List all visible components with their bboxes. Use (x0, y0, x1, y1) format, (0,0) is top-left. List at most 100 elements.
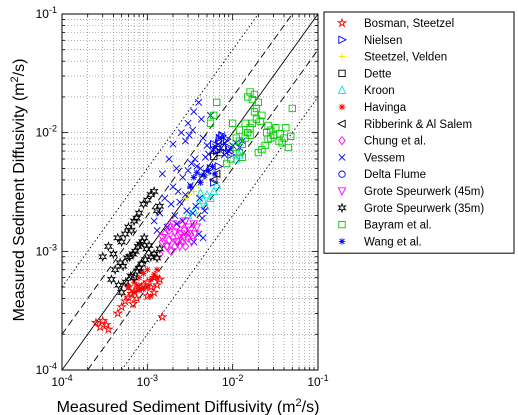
data-point (264, 135, 272, 143)
data-point (211, 170, 219, 178)
data-point (187, 238, 196, 247)
data-point (150, 217, 158, 225)
data-point (191, 155, 199, 163)
data-point (142, 276, 153, 287)
data-point (183, 210, 193, 220)
data-point (116, 301, 127, 312)
x-tick-labels: 10-4 10-3 10-2 10-1 (51, 373, 328, 389)
data-point (132, 212, 142, 224)
legend-entry: Ribberink & Al Salem (336, 119, 472, 131)
y-tick-label: 10-4 (36, 361, 57, 377)
data-point (183, 207, 191, 215)
reference-line-dotted (61, 13, 259, 288)
data-point (140, 254, 151, 266)
data-point (197, 115, 205, 123)
legend-entry: Vessem (338, 152, 405, 164)
data-point (198, 214, 206, 222)
legend-label: Havinga (364, 102, 407, 114)
legend-marker (338, 170, 346, 178)
legend-label: Delta Flume (364, 169, 426, 181)
data-point (144, 266, 151, 273)
data-point (132, 265, 142, 277)
legend-label: Chung et al. (364, 136, 426, 148)
data-point (167, 200, 175, 208)
data-point (278, 139, 286, 147)
data-point (176, 229, 184, 239)
legend-marker (338, 135, 346, 146)
data-point (108, 248, 119, 260)
data-point (189, 220, 199, 229)
data-point (256, 117, 264, 125)
data-point (149, 186, 159, 197)
axes-box (61, 13, 319, 371)
data-point (134, 207, 144, 219)
y-tick-label: 10-3 (36, 242, 57, 258)
data-point (138, 268, 145, 275)
data-point (94, 321, 106, 332)
data-point (90, 317, 102, 328)
data-point (246, 124, 254, 132)
data-point (204, 150, 212, 158)
data-point (158, 237, 167, 247)
y-tick-label: 10-1 (36, 5, 57, 21)
data-point (181, 241, 190, 252)
series-12 (206, 88, 296, 168)
tick-marks (61, 13, 319, 371)
data-point (168, 220, 178, 229)
data-point (165, 235, 173, 245)
data-point (185, 131, 193, 139)
legend-entry: Kroon (337, 85, 395, 97)
series-9 (214, 137, 228, 152)
legend-label: Kroon (364, 85, 395, 97)
data-point (117, 236, 127, 248)
data-point (150, 271, 158, 278)
y-tick-labels: 10-4 10-3 10-2 10-1 (36, 5, 57, 377)
data-point (248, 119, 256, 127)
legend-marker (338, 35, 348, 45)
data-point (184, 166, 192, 175)
legend-box (323, 11, 515, 254)
data-point (181, 191, 190, 199)
data-point (200, 171, 208, 179)
data-point (153, 226, 161, 234)
data-point (238, 153, 247, 161)
data-point (100, 319, 112, 330)
data-point (158, 170, 166, 178)
data-point (129, 215, 139, 227)
legend-label: Grote Speurwerk (35m) (364, 203, 484, 215)
data-point (135, 287, 143, 294)
data-point (129, 272, 139, 284)
legend-label: Steetzel, Velden (364, 52, 447, 64)
legend-marker (338, 53, 346, 60)
series-0 (90, 272, 168, 334)
legend-marker (336, 119, 346, 129)
data-point (158, 234, 167, 243)
data-point (155, 243, 165, 255)
data-point (155, 200, 165, 212)
data-point (219, 143, 228, 152)
series-11 (98, 186, 165, 298)
data-point (188, 159, 196, 167)
data-points (90, 88, 296, 334)
data-point (162, 242, 172, 252)
data-point (124, 251, 135, 263)
data-point (196, 194, 204, 202)
legend-entry: Steetzel, Velden (338, 52, 447, 64)
data-point (161, 194, 169, 202)
data-point (218, 130, 228, 140)
data-point (123, 291, 134, 302)
data-point (193, 169, 201, 176)
data-point (229, 119, 237, 127)
data-point (103, 323, 114, 334)
legend-entry: Wang et al. (338, 236, 422, 248)
legend-entry: Chung et al. (338, 135, 426, 148)
data-point (235, 126, 244, 134)
data-point (287, 132, 295, 141)
data-point (203, 141, 211, 149)
data-point (130, 289, 138, 296)
data-point (175, 242, 185, 252)
legend: Bosman, Steetzel Nielsen Steetzel, Velden D… (323, 11, 515, 254)
data-point (201, 207, 209, 215)
data-point (202, 189, 212, 199)
